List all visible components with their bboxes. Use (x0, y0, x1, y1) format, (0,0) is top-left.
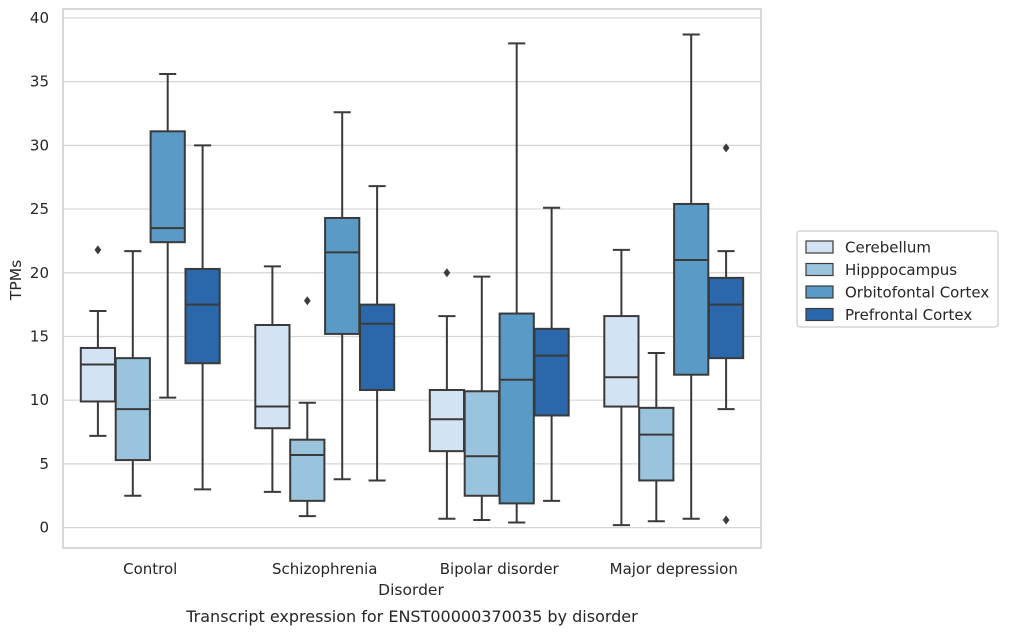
iqr-box (707, 276, 745, 360)
legend: Cerebellum Hipppocampus Orbitofontal Corte… (796, 230, 999, 328)
iqr-box (498, 312, 535, 505)
box-prefrontal-cortex-bipolar-disorder (533, 206, 570, 502)
box-hipppocampus-schizophrenia (289, 296, 326, 518)
iqr-box (358, 303, 396, 391)
box-prefrontal-cortex-control (184, 144, 221, 491)
iqr-box (254, 324, 291, 430)
box-hipppocampus-control (114, 250, 151, 497)
iqr-box (149, 130, 186, 244)
y-tick-label: 30 (30, 136, 49, 154)
box-cerebellum-control (79, 245, 117, 437)
box-prefrontal-cortex-major-depression (707, 143, 745, 525)
box-orbitofontal-cortex-schizophrenia (324, 111, 361, 481)
legend-label: Prefrontal Cortex (845, 306, 972, 324)
x-axis-label: Disorder (378, 581, 444, 599)
chart-caption: Transcript expression for ENST0000037003… (185, 607, 638, 626)
box-hipppocampus-bipolar-disorder (463, 275, 500, 521)
y-axis-ticks: 0 5 10 15 20 25 30 35 40 (30, 9, 49, 537)
x-tick-label-control: Control (123, 560, 177, 578)
box-prefrontal-cortex-schizophrenia (358, 185, 396, 482)
x-axis-ticks: Control Schizophrenia Bipolar disorder Majo… (123, 560, 738, 578)
box-orbitofontal-cortex-control (149, 72, 186, 399)
legend-label: Orbitofontal Cortex (845, 284, 989, 302)
box-hipppocampus-major-depression (638, 352, 675, 523)
y-tick-label: 0 (39, 519, 49, 537)
iqr-box (289, 438, 326, 502)
outlier-point (94, 245, 102, 255)
legend-frame (796, 230, 999, 328)
legend-swatch (805, 285, 834, 299)
y-tick-label: 5 (39, 455, 49, 473)
box-orbitofontal-cortex-major-depression (673, 33, 710, 520)
outlier-point (722, 143, 730, 153)
y-tick-label: 25 (30, 200, 49, 218)
legend-label: Cerebellum (845, 239, 931, 257)
y-tick-label: 20 (30, 264, 49, 282)
iqr-box (463, 390, 500, 497)
legend-swatch (805, 262, 834, 277)
outlier-point (303, 296, 311, 306)
legend-item-prefrontal-cortex: Prefrontal Cortex (805, 306, 972, 324)
iqr-box (673, 202, 710, 376)
box-cerebellum-major-depression (603, 248, 640, 527)
legend-label: Hipppocampus (845, 261, 957, 279)
box-orbitofontal-cortex-bipolar-disorder (498, 42, 535, 524)
outlier-point (722, 515, 730, 525)
box-cerebellum-schizophrenia (254, 265, 291, 493)
x-tick-label-bipolar-disorder: Bipolar disorder (440, 560, 560, 578)
y-tick-label: 10 (30, 391, 49, 409)
y-tick-label: 35 (30, 73, 49, 91)
iqr-box (603, 315, 640, 408)
legend-swatch (805, 307, 834, 322)
outlier-point (443, 268, 451, 278)
x-tick-label-major-depression: Major depression (610, 560, 738, 578)
iqr-box (533, 327, 570, 417)
box-plot-marks (79, 33, 745, 527)
iqr-box (324, 216, 361, 335)
iqr-box (638, 406, 675, 482)
plot-area-border (62, 8, 762, 549)
x-tick-label-schizophrenia: Schizophrenia (272, 560, 377, 578)
legend-swatch (805, 240, 834, 254)
iqr-box (428, 388, 466, 453)
iqr-box (79, 346, 117, 403)
iqr-box (184, 267, 221, 365)
y-tick-label: 15 (30, 327, 49, 345)
legend-item-hipppocampus: Hipppocampus (805, 261, 957, 279)
box-cerebellum-bipolar-disorder (428, 268, 466, 520)
y-axis-label: TPMs (7, 260, 25, 301)
legend-item-cerebellum: Cerebellum (805, 239, 931, 257)
y-tick-label: 40 (30, 9, 49, 27)
legend-item-orbitofontal-cortex: Orbitofontal Cortex (805, 284, 989, 302)
